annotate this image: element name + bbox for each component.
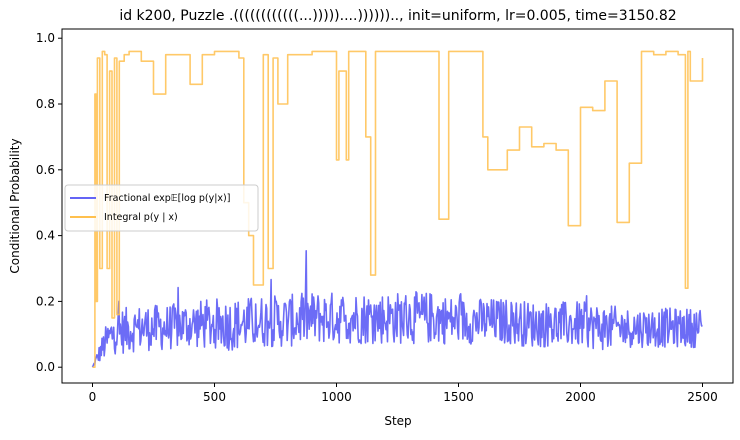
y-tick-label: 0.6 bbox=[36, 163, 55, 177]
legend-box bbox=[64, 184, 259, 232]
chart-title: id k200, Puzzle .((((((((((((...)))))...… bbox=[119, 8, 676, 24]
x-tick-label: 1500 bbox=[443, 390, 474, 404]
x-tick-label: 2500 bbox=[687, 390, 718, 404]
x-tick-label: 500 bbox=[203, 390, 226, 404]
y-tick-label: 0.0 bbox=[36, 360, 55, 374]
plot-area bbox=[91, 50, 704, 368]
x-axis-label: Step bbox=[384, 414, 411, 428]
legend: Fractional exp𝔼[log p(y|x)] Integral p(y… bbox=[64, 184, 259, 232]
y-tick-label: 0.4 bbox=[36, 229, 55, 243]
axes-frame bbox=[61, 28, 734, 384]
y-axis-label: Conditional Probability bbox=[8, 138, 22, 273]
legend-label-fractional: Fractional exp𝔼[log p(y|x)] bbox=[104, 193, 230, 204]
x-axis: 0 500 1000 1500 2000 2500 bbox=[89, 383, 718, 404]
x-tick-label: 1000 bbox=[321, 390, 352, 404]
y-tick-label: 0.8 bbox=[36, 97, 55, 111]
y-tick-label: 0.2 bbox=[36, 294, 55, 308]
series-line-0 bbox=[91, 250, 703, 368]
series-line-1 bbox=[92, 50, 704, 368]
y-axis: 0.0 0.2 0.4 0.6 0.8 1.0 bbox=[36, 31, 62, 374]
x-tick-label: 2000 bbox=[565, 390, 596, 404]
legend-label-integral: Integral p(y | x) bbox=[104, 212, 178, 223]
x-tick-label: 0 bbox=[89, 390, 97, 404]
y-tick-label: 1.0 bbox=[36, 31, 55, 45]
